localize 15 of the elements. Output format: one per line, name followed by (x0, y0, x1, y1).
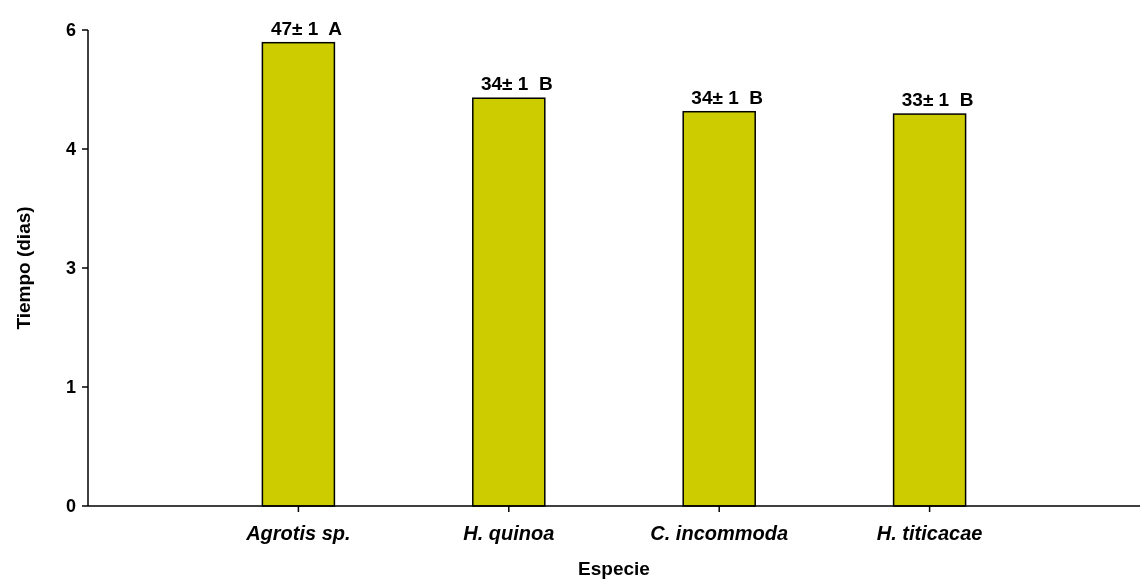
x-tick-label: H. titicacae (876, 522, 983, 544)
annotation: 47± 1 A (270, 17, 343, 39)
y-tick-label: 1 (65, 377, 76, 398)
y-tick-label: 3 (65, 258, 76, 279)
annotation: 34± 1 B (691, 86, 764, 108)
x-tick-label: Agrotis sp. (245, 522, 351, 544)
y-tick-label: 4 (65, 139, 76, 160)
y-tick-label: 0 (65, 496, 76, 517)
annotation: 33± 1 B (901, 89, 974, 111)
y-tick-label: 6 (65, 20, 76, 41)
x-axis-title: Especie (578, 558, 650, 579)
x-tick-label: C. incommoda (650, 522, 789, 544)
x-tick-label: H. quinoa (463, 522, 555, 544)
y-axis-title: Tiempo (dias) (13, 206, 34, 330)
annotation: 34± 1 B (480, 73, 553, 95)
